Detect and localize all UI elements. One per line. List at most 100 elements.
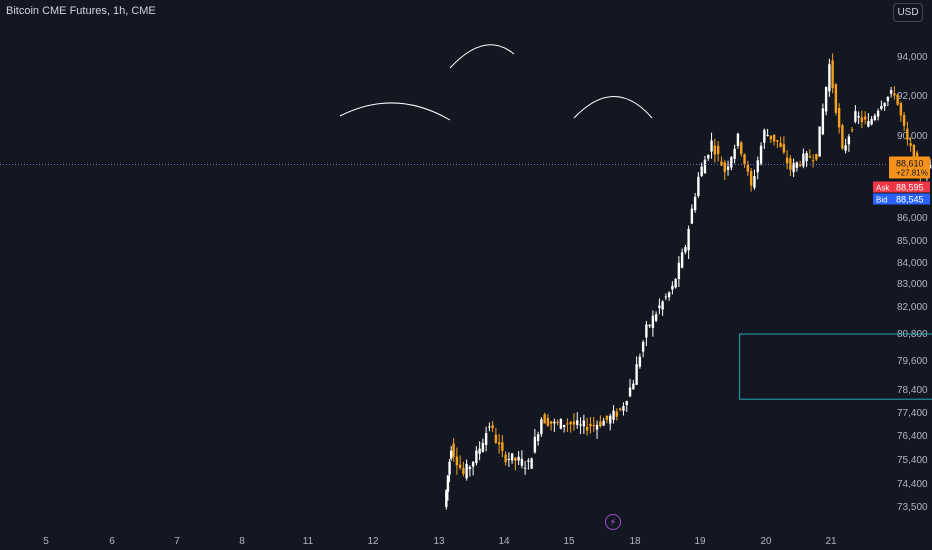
candle-body — [462, 468, 465, 474]
candle-body — [785, 157, 789, 164]
candle-body — [553, 421, 556, 424]
candle-body — [730, 157, 733, 168]
candle-body — [912, 144, 916, 163]
x-tick-label: 20 — [760, 536, 772, 547]
candle-body — [693, 196, 697, 211]
y-tick-label: 90,000 — [897, 131, 928, 142]
x-tick-label: 11 — [303, 536, 314, 547]
y-tick-label: 79,600 — [897, 356, 928, 367]
candle-body — [690, 208, 694, 224]
candle-body — [585, 426, 589, 431]
candle-body — [854, 111, 857, 122]
candle-body — [756, 160, 759, 173]
x-tick-label: 13 — [433, 536, 445, 547]
candle-body — [902, 114, 906, 126]
x-tick-label: 6 — [109, 536, 115, 547]
candle-body — [789, 158, 792, 170]
y-tick-label: 76,400 — [897, 431, 928, 442]
candle-body — [909, 143, 912, 147]
y-tick-label: 86,000 — [897, 213, 928, 224]
x-tick-label: 8 — [239, 536, 245, 547]
gap-box — [739, 333, 932, 400]
y-tick-label: 74,400 — [897, 479, 928, 490]
candle-body — [449, 450, 453, 459]
candle-body — [824, 86, 828, 112]
bid-label: Bid — [876, 195, 888, 204]
y-tick-label: 94,000 — [897, 52, 928, 63]
candle-body — [475, 450, 478, 464]
candle-body — [605, 415, 609, 420]
candle-body — [504, 454, 507, 463]
candle-body — [818, 126, 821, 157]
candle-body — [510, 453, 514, 461]
candle-body — [906, 128, 909, 140]
candle-body — [720, 161, 723, 166]
candle-body — [576, 420, 579, 425]
candle-body — [494, 434, 498, 443]
arc-left-shoulder — [339, 102, 451, 121]
candle-body — [703, 159, 707, 174]
candle-body — [749, 170, 753, 186]
candle-body — [533, 436, 537, 453]
candle-body — [566, 423, 569, 425]
candle-body — [481, 442, 485, 452]
candle-body — [726, 166, 730, 170]
candle-body — [648, 324, 651, 327]
candle-body — [876, 110, 880, 117]
candle-body — [889, 90, 893, 94]
candle-body — [893, 93, 896, 96]
candle-body — [632, 383, 635, 390]
candle-body — [530, 458, 533, 469]
candle-body — [661, 301, 664, 310]
candle-body — [658, 305, 661, 308]
candle-body — [615, 411, 619, 417]
candle-body — [549, 421, 553, 424]
candle-body — [540, 419, 543, 435]
candle-body — [700, 166, 703, 177]
candle-body — [501, 442, 504, 451]
candle-body — [870, 119, 873, 125]
candle-body — [654, 314, 658, 321]
candle-body — [896, 94, 899, 105]
lightning-icon[interactable]: ⚡ — [605, 514, 621, 530]
candle-body — [677, 262, 681, 279]
candle-body — [667, 292, 671, 298]
x-tick-label: 18 — [629, 536, 641, 547]
candle-body — [452, 443, 455, 457]
ask-value: 88,595 — [896, 182, 924, 192]
candle-body — [458, 464, 462, 468]
candle-body — [599, 421, 602, 427]
candle-body — [602, 420, 605, 426]
candle-body — [798, 164, 802, 166]
candle-body — [609, 415, 612, 424]
candle-body — [592, 425, 595, 427]
candle-body — [710, 140, 713, 152]
candle-body — [645, 324, 648, 338]
arc-right-shoulder — [573, 96, 653, 119]
x-tick-label: 19 — [694, 536, 706, 547]
candle-body — [792, 163, 795, 173]
candle-body — [928, 164, 932, 169]
x-tick-label: 7 — [174, 536, 180, 547]
candle-body — [628, 387, 632, 397]
y-tick-label: 85,000 — [897, 236, 928, 247]
candle-body — [671, 285, 674, 290]
candle-body — [684, 247, 687, 253]
currency-button[interactable]: USD — [893, 3, 923, 22]
candle-body — [527, 460, 530, 462]
candle-body — [821, 108, 825, 135]
candle-body — [465, 463, 468, 479]
candle-body — [562, 425, 566, 427]
candle-body — [867, 121, 870, 127]
candle-body — [543, 414, 546, 424]
candle-body — [841, 125, 844, 149]
candle-body — [445, 490, 448, 508]
candle-body — [507, 458, 511, 460]
candle-body — [471, 461, 475, 467]
candle-body — [736, 133, 740, 146]
candle-body — [635, 364, 638, 385]
chart-title: Bitcoin CME Futures, 1h, CME — [6, 5, 156, 17]
candle-body — [769, 135, 773, 140]
candle-body — [815, 153, 818, 160]
